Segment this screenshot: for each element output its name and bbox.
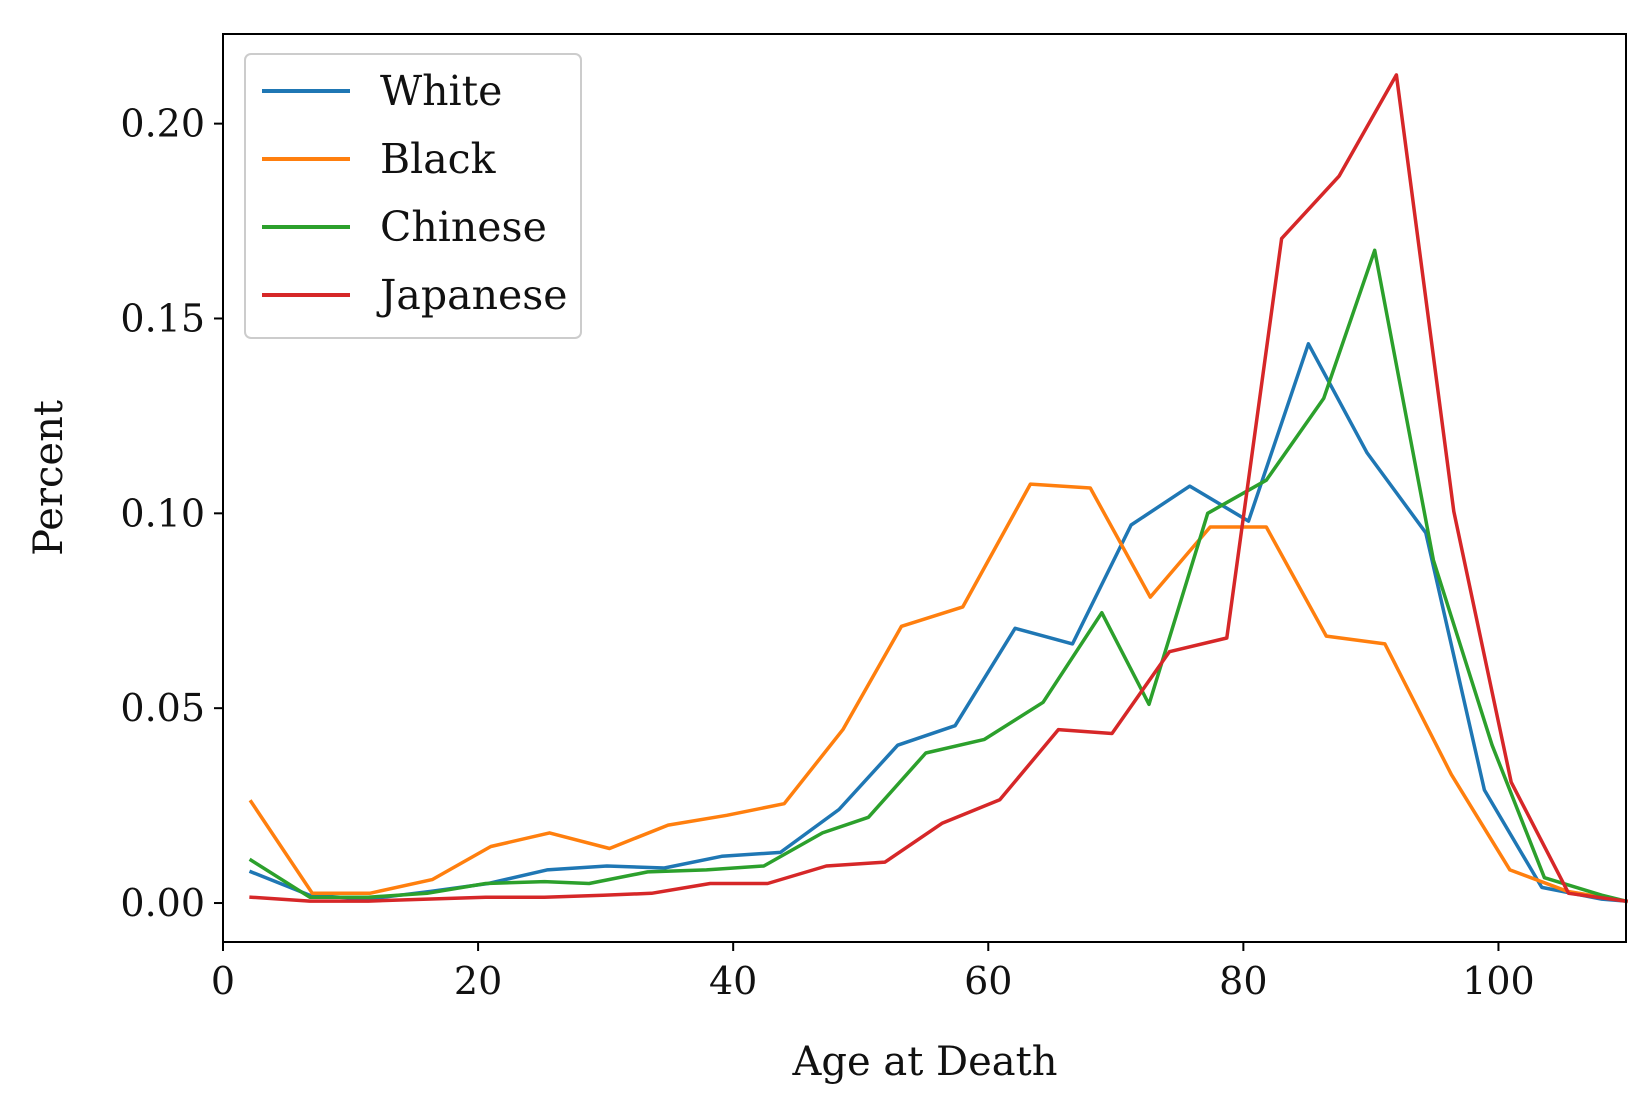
legend-entries: White Black Chinese Japanese xyxy=(262,67,568,319)
x-tick-label: 20 xyxy=(454,959,502,1003)
series-line-japanese xyxy=(249,73,1628,904)
legend-label-japanese: Japanese xyxy=(376,271,568,319)
y-tick-label: 0.05 xyxy=(120,686,205,730)
series-line-black xyxy=(248,482,1629,904)
legend: White Black Chinese Japanese xyxy=(244,53,582,339)
x-axis-ticks: 0 20 40 60 80 100 xyxy=(211,942,1535,1003)
y-axis-label: Percent xyxy=(26,400,72,556)
x-tick-label: 40 xyxy=(709,959,757,1003)
y-tick-label: 0.10 xyxy=(120,491,205,535)
y-tick-label: 0.00 xyxy=(120,881,205,925)
x-tick-label: 0 xyxy=(211,959,235,1003)
x-tick-label: 80 xyxy=(1219,959,1267,1003)
y-tick-label: 0.20 xyxy=(120,102,205,146)
legend-label-black: Black xyxy=(380,135,497,183)
legend-label-chinese: Chinese xyxy=(380,203,547,251)
series-layer xyxy=(248,73,1629,904)
y-axis-ticks: 0.00 0.05 0.10 0.15 0.20 xyxy=(120,102,223,925)
series-line-chinese xyxy=(248,248,1629,904)
x-tick-label: 60 xyxy=(964,959,1012,1003)
legend-label-white: White xyxy=(380,67,502,115)
x-axis-label: Age at Death xyxy=(792,1039,1058,1085)
plot-frame xyxy=(222,33,1627,943)
y-tick-label: 0.15 xyxy=(120,296,205,340)
legend-box xyxy=(244,53,582,339)
x-tick-label: 100 xyxy=(1462,959,1535,1003)
